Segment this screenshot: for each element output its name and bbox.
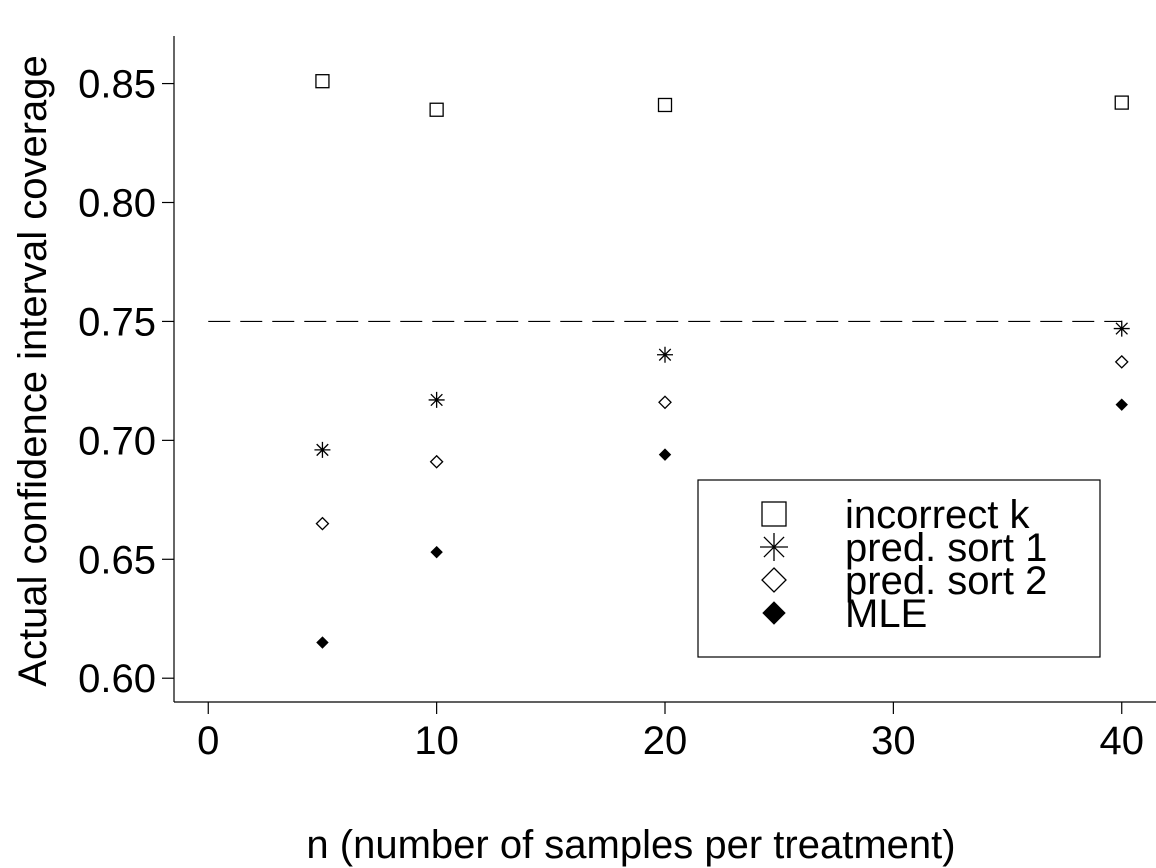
point-incorrect-k [315, 74, 330, 89]
legend-label-incorrect-k: incorrect k [845, 493, 1030, 537]
legend-label-pred-sort-1: pred. sort 1 [845, 526, 1047, 570]
point-pred-sort-2 [429, 454, 444, 469]
y-tick-label: 0.85 [78, 63, 156, 107]
legend-marker-pred-sort-2 [761, 567, 787, 593]
legend-label-pred-sort-2: pred. sort 2 [845, 559, 1047, 603]
point-pred-sort-1 [428, 391, 445, 408]
point-pred-sort-2 [658, 395, 672, 410]
x-tick-label: 10 [414, 719, 459, 763]
legend-marker-pred-sort-1 [760, 533, 788, 561]
point-mle [1115, 398, 1128, 411]
point-incorrect-k [429, 102, 444, 117]
legend-label-mle: MLE [845, 592, 927, 636]
y-tick-label: 0.60 [78, 657, 156, 701]
point-pred-sort-2 [315, 516, 330, 531]
point-pred-sort-1 [1113, 320, 1130, 337]
x-tick-label: 40 [1099, 719, 1144, 763]
x-axis-title: n (number of samples per treatment) [306, 823, 955, 867]
point-pred-sort-2 [1114, 354, 1129, 369]
point-pred-sort-1 [314, 441, 331, 458]
legend-box [697, 479, 1101, 658]
y-tick-label: 0.70 [78, 419, 156, 463]
y-tick-label: 0.75 [78, 300, 156, 344]
point-mle [316, 636, 329, 649]
x-tick-label: 0 [197, 719, 219, 763]
plot-area: 0.60 0.65 0.70 0.75 0.80 0.85 0 10 20 30 40 [78, 36, 1156, 763]
point-incorrect-k [657, 97, 673, 113]
point-mle [430, 545, 443, 559]
point-mle [658, 448, 672, 461]
legend-marker-mle [762, 601, 786, 625]
point-pred-sort-1 [657, 346, 673, 363]
y-tick-label: 0.65 [78, 538, 156, 582]
point-incorrect-k [1114, 95, 1129, 110]
y-axis-title: Actual confidence interval coverage [11, 55, 55, 686]
legend-marker-incorrect-k [761, 501, 787, 527]
x-tick-label: 30 [871, 719, 916, 763]
x-tick-label: 20 [643, 719, 688, 763]
data-marks [314, 74, 1130, 649]
y-tick-label: 0.80 [78, 182, 156, 226]
